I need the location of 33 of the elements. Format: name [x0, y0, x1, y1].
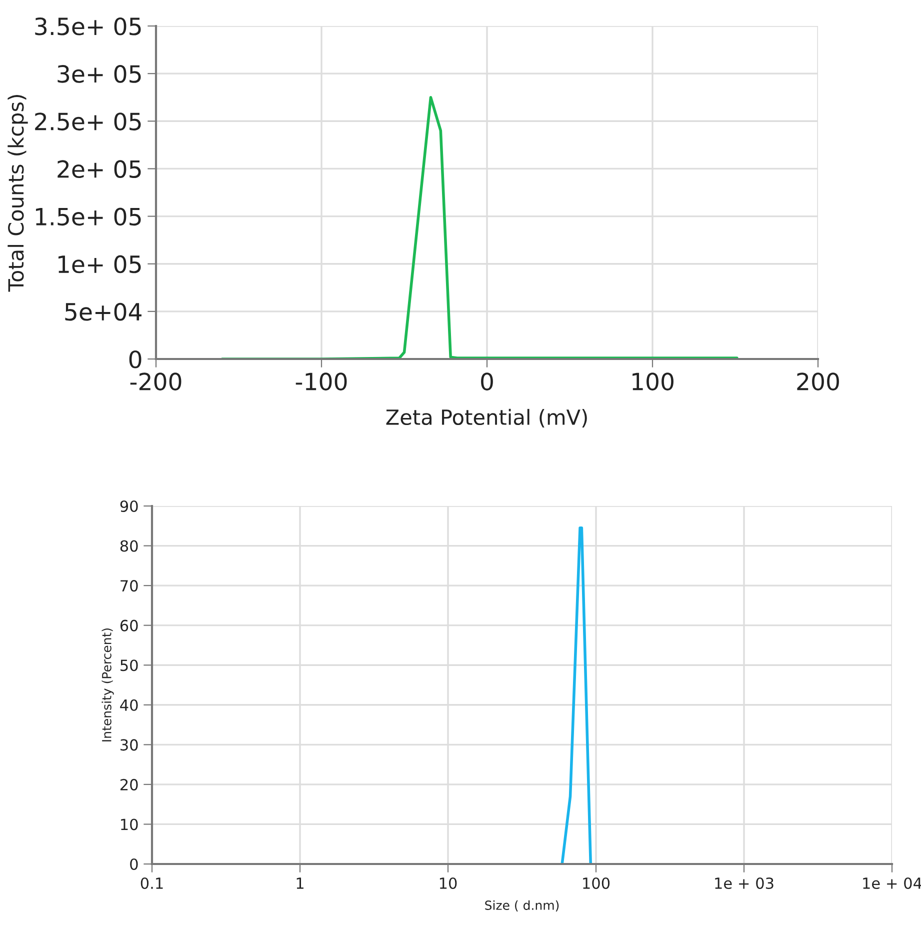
y-axis-title: Total Counts (kcps) [8, 95, 28, 292]
x-tick-label: 1e + 03 [715, 877, 774, 890]
y-tick-label: 1e+ 05 [58, 255, 141, 274]
y-tick-label: 2e+ 05 [58, 160, 141, 178]
line-series [220, 96, 738, 359]
y-tick-label: 50 [120, 660, 138, 672]
x-tick-label: -100 [296, 372, 347, 390]
y-tick-label: 90 [120, 500, 138, 512]
y-tick-label: 0 [129, 350, 142, 368]
x-axis-title: Zeta Potential (mV) [386, 408, 587, 428]
y-tick-label: 20 [120, 778, 138, 790]
y-tick-label: 10 [121, 818, 138, 830]
y-axis-title: Intensity (Percent) [102, 628, 114, 742]
x-tick-label: 0 [481, 372, 493, 390]
y-tick-label: 3e+ 05 [58, 65, 141, 83]
x-tick-label: -200 [130, 372, 182, 390]
y-tick-label: 1.5e+ 05 [36, 208, 141, 226]
y-tick-label: 40 [120, 699, 138, 711]
y-tick-label: 30 [120, 739, 138, 751]
y-tick-label: 3.5e+ 05 [35, 17, 141, 36]
y-tick-label: 2.5e+ 05 [35, 112, 141, 130]
y-tick-label: 60 [120, 620, 138, 632]
x-tick-label: 1 [296, 878, 304, 889]
y-tick-label: 70 [120, 580, 138, 592]
y-tick-label: 0 [130, 858, 138, 870]
x-tick-label: 200 [797, 372, 839, 390]
x-axis-title: Size ( d.nm) [485, 900, 559, 912]
x-tick-label: 100 [632, 372, 674, 390]
x-tick-label: 0.1 [140, 877, 163, 890]
y-tick-label: 5e+04 [65, 302, 142, 321]
x-tick-label: 10 [440, 877, 457, 890]
x-tick-label: 100 [583, 877, 610, 890]
y-tick-label: 80 [120, 540, 138, 552]
